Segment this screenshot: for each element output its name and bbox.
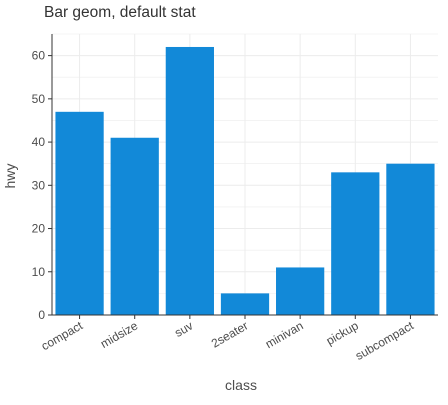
x-ticks: compact midsize suv 2seater minivan pickupsub… xyxy=(39,315,417,363)
bar-compact[interactable] xyxy=(55,111,104,315)
grid-lines xyxy=(52,33,438,316)
y-tick-label: 50 xyxy=(32,92,46,106)
y-tick-label: 10 xyxy=(32,265,46,279)
bar-suv[interactable] xyxy=(165,46,214,315)
bar-minivan[interactable] xyxy=(276,267,325,315)
x-tick-label: 2seater xyxy=(209,318,251,350)
x-axis-title: class xyxy=(225,377,257,393)
bar-pickup[interactable] xyxy=(331,172,380,315)
y-tick-label: 20 xyxy=(32,222,46,236)
y-axis-title: hwy xyxy=(2,164,18,189)
x-tick-label: minivan xyxy=(263,318,306,351)
y-ticks: 0 10 20 30 40 50 60 xyxy=(32,49,52,322)
x-tick-label: midsize xyxy=(98,318,141,351)
x-tick-label: subcompact xyxy=(353,318,417,363)
chart-title: Bar geom, default stat xyxy=(44,4,196,21)
bar-midsize[interactable] xyxy=(110,137,159,315)
x-tick-label: compact xyxy=(39,318,86,353)
y-tick-label: 0 xyxy=(38,308,45,322)
bar-subcompact[interactable] xyxy=(386,163,435,315)
x-tick-label: suv xyxy=(172,318,195,339)
bars xyxy=(55,46,435,315)
bar-2seater[interactable] xyxy=(220,293,270,315)
y-tick-label: 40 xyxy=(32,135,46,149)
y-tick-label: 30 xyxy=(32,178,46,192)
x-tick-label: pickup xyxy=(324,318,361,348)
y-tick-label: 60 xyxy=(32,49,46,63)
